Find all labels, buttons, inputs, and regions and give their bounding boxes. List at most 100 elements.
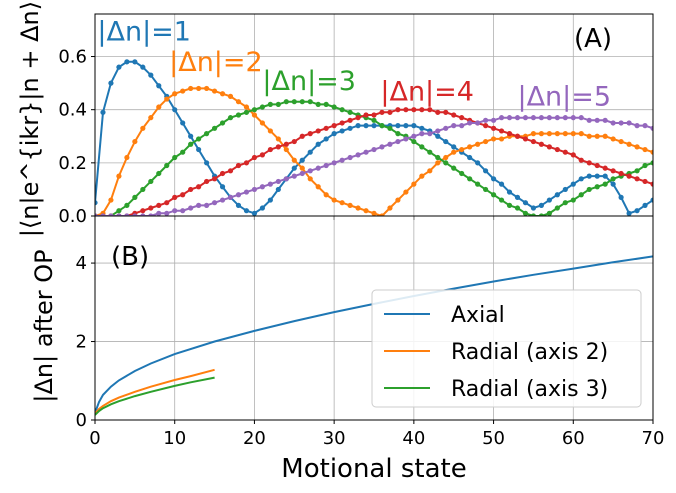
x-axis-label: Motional state [281,454,466,484]
point-dn4 [451,112,457,118]
point-dn5 [650,125,653,131]
point-dn3 [642,162,648,169]
point-dn3 [467,176,473,182]
point-dn5 [642,123,648,129]
point-dn1 [618,194,624,200]
point-dn1 [538,202,545,208]
point-dn2 [291,157,297,163]
point-dn4 [650,181,653,187]
panel-b-y-tick-label: 4 [76,253,87,274]
point-dn1 [530,205,537,211]
point-dn3 [347,109,353,115]
point-dn5 [602,117,608,123]
point-dn3 [546,210,552,216]
point-dn3 [339,107,345,113]
x-tick-label: 0 [89,428,100,449]
point-dn1 [411,123,417,129]
point-dn2 [642,146,648,153]
point-dn4 [371,112,377,118]
point-dn5 [379,144,385,150]
point-dn2 [371,210,377,216]
point-dn4 [339,120,345,126]
point-dn5 [211,200,218,206]
point-dn1 [451,144,457,150]
annotation-dn2: |Δn|=2 [169,47,263,78]
point-dn5 [339,157,345,163]
point-dn1 [506,189,513,195]
point-dn1 [514,194,521,200]
point-dn5 [267,181,273,187]
point-dn2 [650,149,653,155]
point-dn1 [95,200,98,206]
point-dn1 [483,168,489,174]
point-dn1 [108,80,114,86]
point-dn2 [323,192,329,198]
annotation-dn5: |Δn|=5 [517,82,611,113]
point-dn4 [291,138,297,145]
point-dn2 [315,184,321,190]
point-dn1 [490,176,497,182]
point-dn2 [164,96,170,102]
point-dn4 [459,115,465,121]
panel-a-y-tick-label: 0.0 [58,206,87,227]
point-dn4 [411,107,417,113]
legend-label: Axial [451,303,505,328]
point-dn5 [451,123,457,129]
point-dn2 [235,99,242,105]
point-dn3 [586,186,592,193]
point-dn5 [403,136,409,142]
point-dn4 [275,144,281,150]
point-dn1 [243,208,250,214]
point-dn3 [180,149,186,155]
point-dn5 [95,213,98,216]
point-dn1 [498,181,505,187]
point-dn3 [275,101,281,107]
point-dn2 [251,112,258,118]
point-dn4 [427,107,433,113]
point-dn5 [243,189,250,195]
point-dn5 [578,115,584,121]
point-dn2 [626,141,632,147]
point-dn3 [204,131,210,137]
point-dn5 [299,170,305,177]
point-dn5 [204,202,210,208]
point-dn4 [347,117,353,123]
point-dn1 [235,202,242,208]
point-dn5 [235,192,242,198]
point-dn4 [172,194,178,200]
point-dn2 [275,136,281,142]
point-dn3 [411,138,417,145]
point-dn2 [188,85,194,92]
panel-b-ticks: 0 10 20 30 40 50 60 70 0 2 4 [76,253,665,449]
panel-a-y-axis-label: |⟨n|e^{ikr}|n + Δn⟩| [16,0,44,237]
point-dn5 [140,213,146,216]
x-tick-label: 30 [323,428,346,449]
point-dn2 [363,208,369,214]
point-dn1 [100,109,106,115]
point-dn5 [347,154,353,161]
point-dn2 [211,88,218,94]
point-dn1 [634,208,640,214]
point-dn1 [626,210,632,216]
point-dn3 [387,125,393,131]
point-dn3 [506,202,513,208]
point-dn2 [459,146,465,153]
point-dn3 [443,160,449,166]
point-dn1 [188,133,194,139]
point-dn5 [594,117,600,123]
legend-box [371,289,642,408]
point-dn1 [419,125,425,131]
point-dn5 [538,115,545,121]
point-dn2 [299,165,305,171]
point-dn2 [395,197,401,203]
point-dn1 [219,184,226,190]
point-dn5 [227,194,234,200]
point-dn5 [188,205,194,211]
point-dn5 [490,117,497,123]
point-dn3 [395,131,401,137]
point-dn3 [459,170,465,177]
point-dn2 [379,213,385,216]
point-dn5 [411,133,417,139]
point-dn1 [650,197,653,203]
